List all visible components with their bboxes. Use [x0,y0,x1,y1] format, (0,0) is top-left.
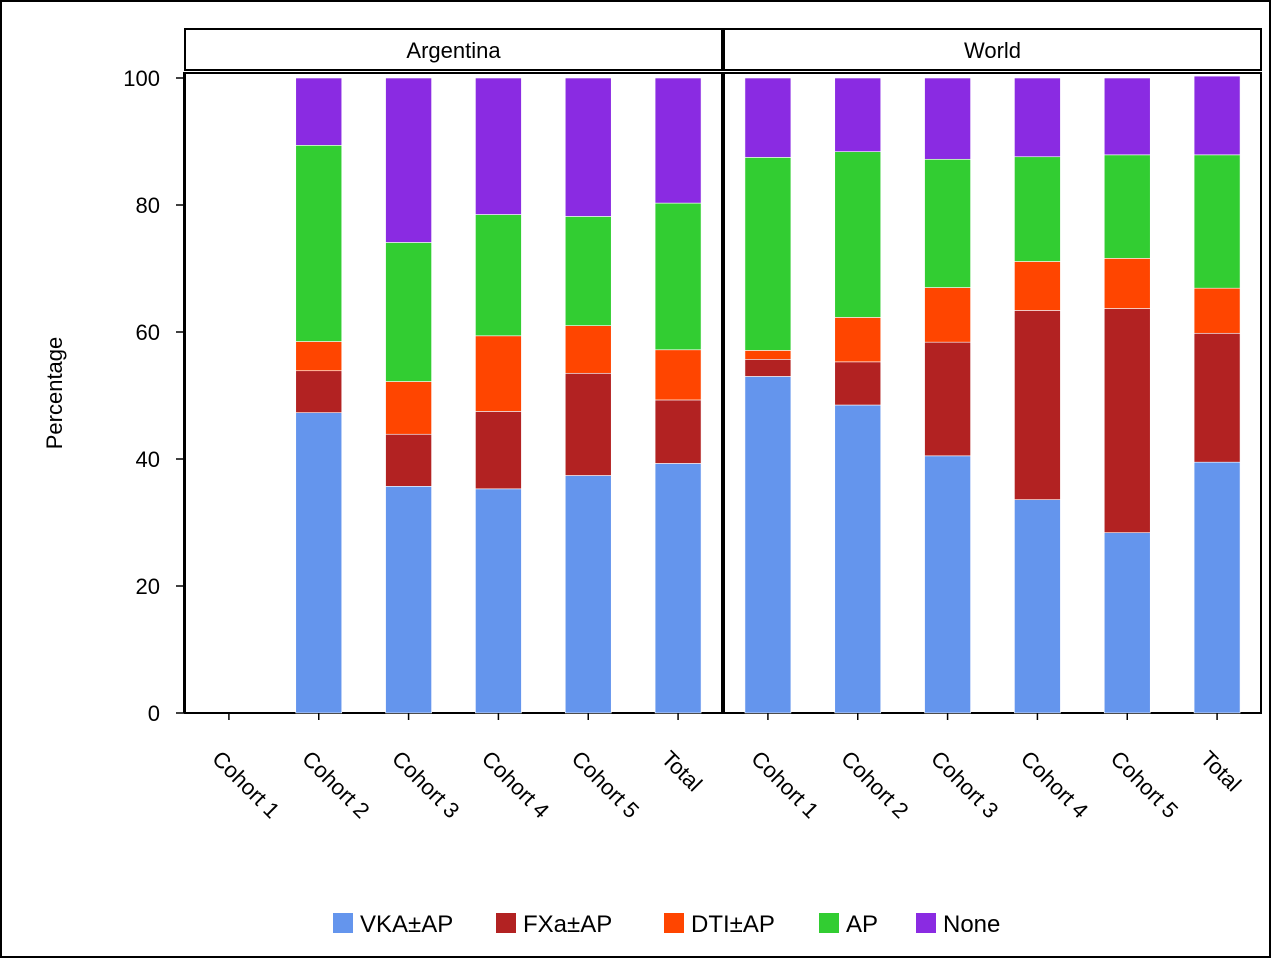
panel-header [723,28,1262,71]
bar-segment [1193,287,1241,334]
bar-segment [385,77,432,243]
y-axis-title: Percentage [42,337,67,450]
legend-swatch [664,913,684,933]
bar-segment [834,151,882,318]
bar-segment [834,317,882,363]
legend-item: AP [819,911,878,938]
bar-segment [654,399,702,464]
bar-segment [475,77,522,215]
panel-header [184,28,723,71]
bar-segment [564,475,612,714]
bar-segment [1103,258,1151,309]
bar-segment [1193,461,1241,714]
y-tick-label: 100 [123,66,160,91]
bar-segment [1103,532,1151,714]
bar-segment [834,77,882,152]
bar-segment [924,341,971,457]
bar-segment [744,376,792,714]
stacked-bar [564,77,612,714]
stacked-bar [744,77,792,714]
bar-segment [924,287,971,343]
bar-segment [564,372,612,476]
legend-item: VKA±AP [333,911,453,938]
y-tick-label: 80 [136,193,160,218]
bar-segment [564,325,612,374]
bar-segment [744,350,792,360]
bar-segment [924,77,971,160]
bar-segment [385,433,432,487]
legend-label: VKA±AP [360,911,453,938]
panel-frame [723,72,1262,714]
legend-swatch [496,913,516,933]
bar-segment [564,216,612,326]
bar-segment [654,77,702,204]
bar-segment [385,486,432,714]
bar-segment [1014,499,1061,714]
bar-segment [1193,154,1241,289]
y-tick-label: 0 [148,701,160,726]
bar-segment [1103,154,1151,259]
bar-segment [924,455,971,714]
bar-segment [1014,261,1061,311]
bar-segment [475,488,522,714]
stacked-bar [924,77,971,714]
stacked-bar [654,77,702,714]
legend-item: None [916,911,1000,938]
bar-segment [1014,77,1061,158]
bar-segment [295,145,343,342]
bar-segment [1103,77,1151,156]
legend: VKA±AP FXa±AP DTI±AP AP None [333,911,1000,938]
bar-segment [1014,310,1061,500]
y-tick-label: 40 [136,447,160,472]
bar-segment [654,202,702,351]
stacked-bar [385,77,432,714]
panel-title: World [964,38,1021,63]
legend-label: AP [846,911,878,938]
bar-segment [1193,332,1241,463]
legend-label: None [943,911,1000,938]
stacked-bar [475,77,522,714]
bar-segment [475,411,522,490]
legend-label: FXa±AP [523,911,612,938]
bar-segment [295,412,343,714]
bar-segment [924,158,971,288]
bar-segment [295,370,343,413]
stacked-bar [1014,77,1061,714]
bar-segment [654,349,702,401]
legend-item: DTI±AP [664,911,775,938]
bar-segment [295,341,343,372]
bar-segment [744,157,792,351]
legend-swatch [916,913,936,933]
panel-title: Argentina [406,38,501,63]
bar-segment [1193,75,1241,156]
bar-segment [385,381,432,435]
bar-segment [385,242,432,382]
bar-segment [834,404,882,714]
legend-label: DTI±AP [691,911,775,938]
bar-segment [1103,308,1151,533]
bar-segment [295,77,343,146]
legend-swatch [333,913,353,933]
bar-segment [654,463,702,714]
bar-segment [744,359,792,377]
bar-segment [475,214,522,337]
stacked-bar [295,77,343,714]
y-axis: 0 20 40 60 80 100 [123,66,185,726]
y-tick-label: 20 [136,574,160,599]
bar-segment [1014,156,1061,262]
stacked-bar [1103,77,1151,714]
stacked-bar [1193,75,1241,714]
bar-segment [475,335,522,412]
y-tick-label: 60 [136,320,160,345]
bar-segment [834,361,882,406]
bar-segment [564,77,612,217]
bar-segment [744,77,792,158]
stacked-bar [834,77,882,714]
legend-item: FXa±AP [496,911,612,938]
legend-swatch [819,913,839,933]
